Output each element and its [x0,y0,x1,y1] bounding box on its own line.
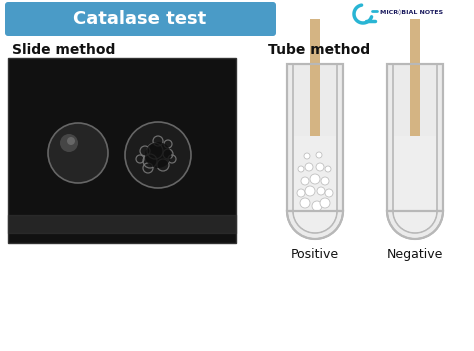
Circle shape [298,166,304,172]
Bar [394,136,436,211]
Text: Catalase test: Catalase test [73,10,207,28]
Circle shape [48,123,108,183]
Bar [410,64,420,136]
Bar [310,19,320,211]
Bar [387,64,443,211]
Bar [8,58,236,243]
Bar [387,64,443,211]
Bar [410,19,420,211]
Text: Slide method: Slide method [12,43,115,57]
Text: Positive: Positive [291,248,339,261]
Circle shape [310,174,320,184]
Bar [287,64,343,211]
Circle shape [301,177,309,185]
Circle shape [67,137,75,145]
Circle shape [312,201,322,211]
Text: MICR◊BIAL NOTES: MICR◊BIAL NOTES [380,10,443,16]
Wedge shape [387,211,443,239]
Circle shape [325,166,331,172]
Wedge shape [393,211,437,233]
Bar [310,19,320,211]
Wedge shape [294,211,336,232]
Circle shape [297,189,305,197]
Circle shape [321,177,329,185]
Circle shape [316,152,322,158]
Bar [310,64,320,136]
FancyBboxPatch shape [5,2,276,36]
Circle shape [320,198,330,208]
Circle shape [145,142,171,168]
Circle shape [305,163,313,171]
Circle shape [305,186,315,196]
Circle shape [316,163,324,171]
Circle shape [125,122,191,188]
Text: Negative: Negative [387,248,443,261]
Circle shape [60,134,78,152]
Bar [294,136,336,211]
Bar [410,19,420,211]
Circle shape [325,189,333,197]
Circle shape [317,187,325,195]
Wedge shape [287,211,343,239]
Bar [287,64,343,211]
Wedge shape [394,211,436,232]
Circle shape [300,198,310,208]
Circle shape [304,153,310,159]
Text: Tube method: Tube method [268,43,370,57]
Wedge shape [293,211,337,233]
